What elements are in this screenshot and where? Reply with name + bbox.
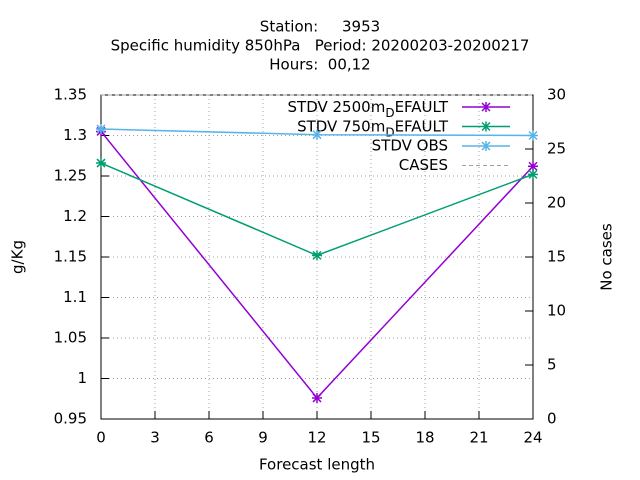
point xyxy=(96,124,106,135)
chart-title: Station: 3953 xyxy=(260,18,380,36)
point xyxy=(528,161,538,172)
x-tick-label: 6 xyxy=(204,429,214,447)
x-tick-label: 21 xyxy=(469,429,488,447)
y-tick-label: 1 xyxy=(77,369,87,387)
plot-border xyxy=(100,94,534,420)
legend-label: STDV OBS xyxy=(372,137,448,155)
point-glyph xyxy=(528,130,538,141)
legend-label: STDV 2500mDEFAULT xyxy=(288,98,449,120)
chart-title: Specific humidity 850hPa Period: 2020020… xyxy=(111,37,530,55)
point-glyph xyxy=(96,158,106,169)
y2-tick-label: 20 xyxy=(547,194,566,212)
y-tick-label: 1.05 xyxy=(54,329,87,347)
y2-tick-label: 5 xyxy=(547,356,557,374)
point xyxy=(312,250,322,261)
point xyxy=(528,169,538,180)
point-glyph xyxy=(312,392,322,403)
legend-marker xyxy=(481,121,491,132)
series-line xyxy=(100,162,534,257)
point xyxy=(312,392,322,403)
x-tick-label: 18 xyxy=(415,429,434,447)
y-tick-label: 1.1 xyxy=(63,288,87,306)
y-tick-label: 1.3 xyxy=(63,126,87,144)
y-tick-label: 1.2 xyxy=(63,207,87,225)
y2-tick-label: 0 xyxy=(547,410,557,428)
x-axis-label: Forecast length xyxy=(259,456,375,474)
y-tick-label: 1.35 xyxy=(54,86,87,104)
y-axis-label: g/Kg xyxy=(9,240,27,274)
y-tick-label: 1.15 xyxy=(54,248,87,266)
x-tick-label: 9 xyxy=(258,429,268,447)
x-tick-label: 24 xyxy=(523,429,542,447)
point-glyph xyxy=(528,169,538,180)
y2-tick-label: 25 xyxy=(547,140,566,158)
y2-tick-label: 15 xyxy=(547,248,566,266)
y2-axis-label: No cases xyxy=(598,223,616,291)
legend-marker xyxy=(481,102,491,112)
x-tick-label: 12 xyxy=(307,429,326,447)
legend-label: STDV 750mDEFAULT xyxy=(297,117,449,139)
x-tick-label: 3 xyxy=(150,429,160,447)
y2-tick-label: 10 xyxy=(547,302,566,320)
x-tick-label: 0 xyxy=(96,429,106,447)
point-glyph xyxy=(528,161,538,172)
legend-label: CASES xyxy=(399,156,448,174)
y2-tick-label: 30 xyxy=(547,86,566,104)
chart-title: Hours: 00,12 xyxy=(269,56,370,74)
point xyxy=(96,158,106,169)
point-glyph xyxy=(96,124,106,135)
y-tick-label: 0.95 xyxy=(54,410,87,428)
x-tick-label: 15 xyxy=(361,429,380,447)
point xyxy=(528,130,538,141)
point xyxy=(312,129,322,140)
y-tick-label: 1.25 xyxy=(54,167,87,185)
legend-marker xyxy=(481,141,491,151)
point-glyph xyxy=(312,250,322,261)
point-glyph xyxy=(312,129,322,140)
